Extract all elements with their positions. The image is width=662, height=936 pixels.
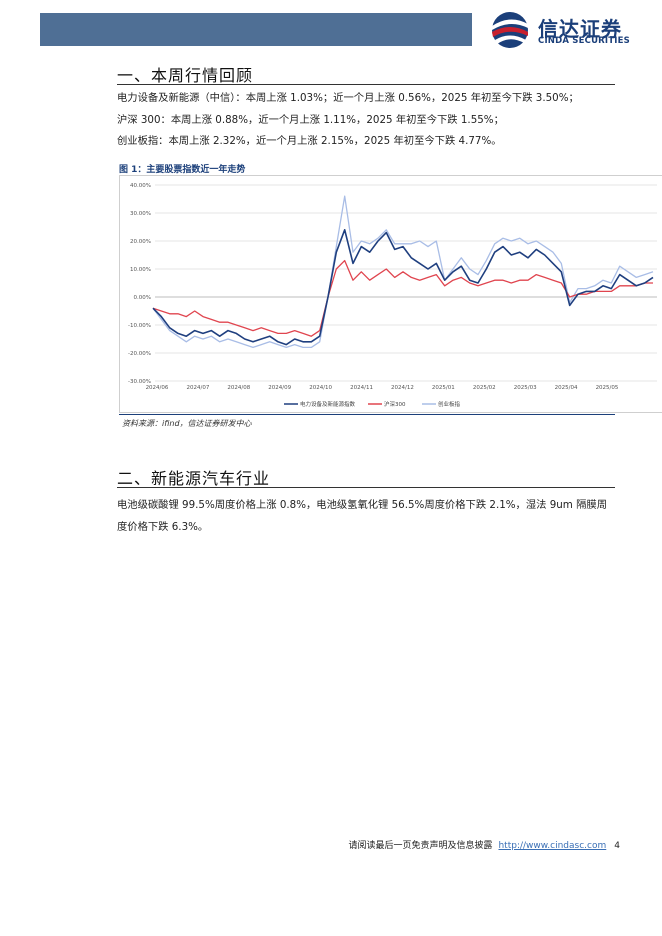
source-rule — [119, 414, 615, 415]
x-tick-label: 2025/03 — [514, 385, 537, 391]
website-link[interactable]: http://www.cindasc.com — [498, 841, 607, 851]
y-tick-label: 10.00% — [130, 267, 151, 273]
summary-line-csi300: 沪深 300：本周上涨 0.88%，近一个月上涨 1.11%，2025 年初至今… — [117, 113, 504, 126]
page-number: 4 — [614, 841, 620, 851]
x-tick-label: 2025/05 — [596, 385, 619, 391]
index-trend-chart: 40.00% 30.00% 20.00% 10.00% 0.00% -10.00% -20.… — [119, 175, 662, 413]
y-tick-label: -30.00% — [128, 379, 151, 385]
x-tick-label: 2024/11 — [350, 385, 373, 391]
y-tick-label: 0.00% — [134, 295, 151, 301]
section2-title: 二、新能源汽车行业 — [117, 469, 271, 488]
x-tick-label: 2024/07 — [186, 385, 209, 391]
logo-english-name: CINDA SECURITIES — [538, 36, 630, 46]
chart-border — [119, 175, 662, 413]
summary-line-power-equipment: 电力设备及新能源（中信）：本周上涨 1.03%；近一个月上涨 0.56%，202… — [117, 92, 579, 104]
legend-label: 沪深300 — [384, 400, 406, 408]
series-line — [152, 228, 654, 346]
y-tick-label: 40.00% — [130, 183, 151, 189]
disclaimer-note: 请阅读最后一页免责声明及信息披露 — [348, 841, 493, 851]
page-footer: 请阅读最后一页免责声明及信息披露 http://www.cindasc.com 4 — [300, 838, 620, 851]
x-tick-label: 2024/10 — [309, 385, 332, 391]
ev-industry-paragraph: 电池级碳酸锂 99.5%周度价格上涨 0.8%，电池级氢氧化锂 56.5%周度价… — [117, 499, 607, 533]
x-tick-label: 2025/01 — [432, 385, 455, 391]
x-tick-label: 2024/09 — [268, 385, 291, 391]
summary-line-chinext: 创业板指：本周上涨 2.32%，近一个月上涨 2.15%，2025 年初至今下跌… — [117, 135, 502, 147]
section1-title: 一、本周行情回顾 — [117, 66, 254, 85]
cinda-globe-icon — [492, 12, 528, 48]
y-tick-label: -10.00% — [128, 323, 151, 329]
logo-chinese-name: 信达证券 — [538, 17, 622, 41]
legend-label: 创业板指 — [438, 400, 461, 408]
y-tick-label: -20.00% — [128, 351, 151, 357]
legend-label: 电力设备及新能源指数 — [300, 400, 356, 408]
x-tick-label: 2024/12 — [391, 385, 414, 391]
x-tick-label: 2024/08 — [227, 385, 250, 391]
figure-source: 资料来源：ifind，信达证券研发中心 — [122, 419, 252, 428]
cinda-logo: 信达证券 CINDA SECURITIES — [486, 10, 646, 50]
series-line — [152, 259, 653, 337]
section1-rule — [117, 84, 615, 85]
chart-svg: 40.00% 30.00% 20.00% 10.00% 0.00% -10.00% -20.… — [119, 175, 662, 413]
y-tick-label: 20.00% — [130, 239, 151, 245]
x-tick-label: 2025/04 — [555, 385, 578, 391]
figure-title: 图 1：主要股票指数近一年走势 — [119, 165, 246, 175]
section2-rule — [117, 487, 615, 488]
header-bar — [40, 13, 472, 46]
market-summary: 电力设备及新能源（中信）：本周上涨 1.03%；近一个月上涨 0.56%，202… — [117, 88, 615, 153]
x-tick-label: 2025/02 — [473, 385, 496, 391]
x-tick-label: 2024/06 — [146, 385, 169, 391]
y-tick-label: 30.00% — [130, 211, 151, 217]
